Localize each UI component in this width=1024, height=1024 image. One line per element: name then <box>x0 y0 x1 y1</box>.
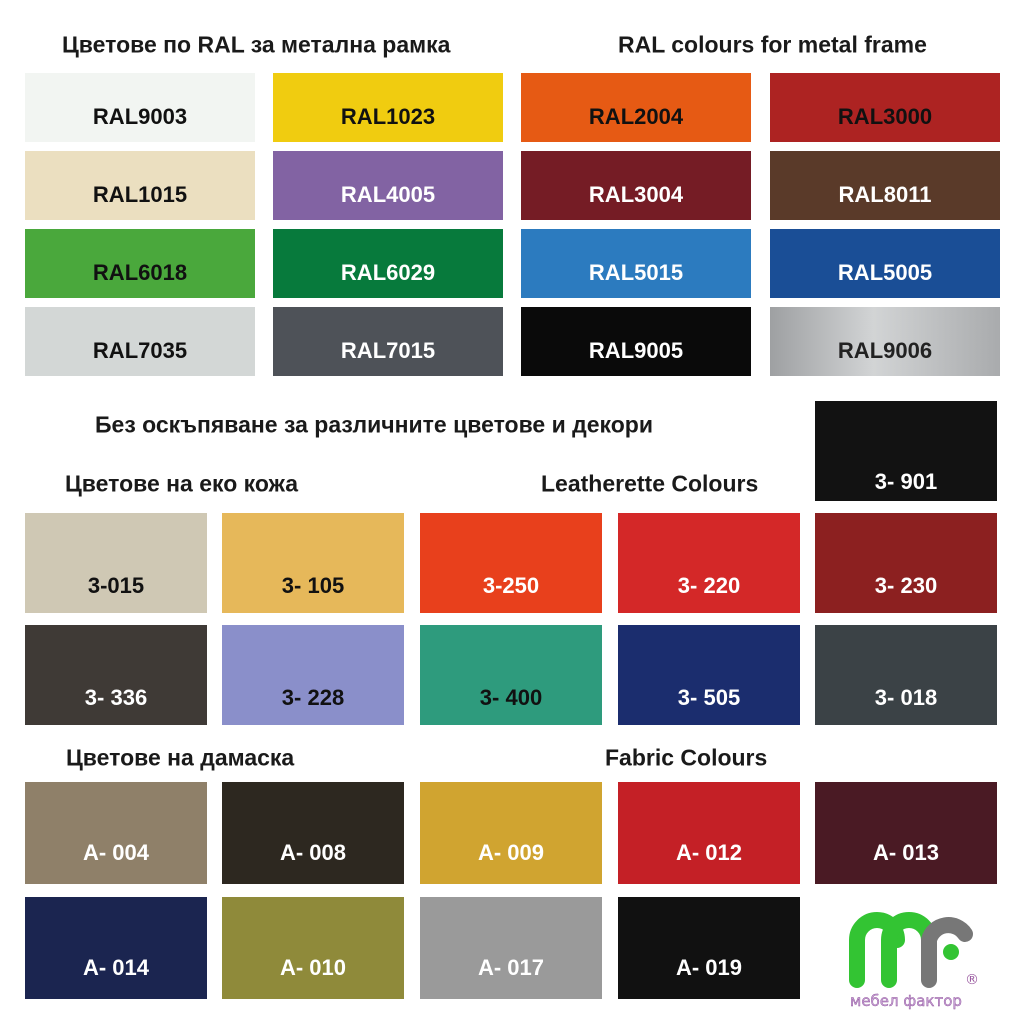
leatherette-swatch: 3- 336 <box>25 625 207 725</box>
leatherette-swatch: 3- 901 <box>815 401 997 501</box>
heading-leather-bg: Цветове на еко кожа <box>65 470 298 497</box>
logo-text: мебел фактор <box>850 992 962 1010</box>
swatch-label: RAL6029 <box>340 260 436 285</box>
heading-leather-en: Leatherette Colours <box>541 470 759 497</box>
swatch-label: RAL8011 <box>838 182 932 207</box>
ral-swatch: RAL9003 <box>25 73 255 142</box>
ral-swatch: RAL9006 <box>770 307 1000 376</box>
swatch-label: 3- 018 <box>874 685 938 710</box>
fabric-swatch: A- 004 <box>25 782 207 884</box>
swatch-label: 3- 230 <box>874 573 938 598</box>
leatherette-swatch: 3-250 <box>420 513 602 613</box>
ral-swatch: RAL6018 <box>25 229 255 298</box>
fabric-swatch: A- 014 <box>25 897 207 999</box>
swatch-label: A- 009 <box>477 840 545 865</box>
swatch-label: RAL2004 <box>588 104 684 129</box>
mebel-faktor-logo: ® мебел фактор <box>849 912 979 1010</box>
fabric-swatch: A- 019 <box>618 897 800 999</box>
swatch-label: A- 014 <box>82 955 150 980</box>
ral-swatch: RAL5005 <box>770 229 1000 298</box>
heading-ral-en: RAL colours for metal frame <box>618 31 927 58</box>
swatch-label: 3- 901 <box>874 469 938 494</box>
swatch-label: 3- 400 <box>479 685 543 710</box>
ral-swatch: RAL1023 <box>273 73 503 142</box>
swatch-label: 3- 220 <box>677 573 741 598</box>
leatherette-swatch: 3- 018 <box>815 625 997 725</box>
ral-swatch: RAL7035 <box>25 307 255 376</box>
leatherette-swatch: 3- 505 <box>618 625 800 725</box>
swatch-label: RAL1023 <box>340 104 436 129</box>
ral-swatch: RAL6029 <box>273 229 503 298</box>
ral-swatch: RAL8011 <box>770 151 1000 220</box>
swatch-label: RAL5005 <box>837 260 933 285</box>
swatch-label: A- 017 <box>477 955 545 980</box>
swatch-label: RAL9003 <box>92 104 188 129</box>
swatch-label: A- 019 <box>675 955 743 980</box>
fabric-swatch: A- 009 <box>420 782 602 884</box>
swatch-label: RAL6018 <box>92 260 188 285</box>
swatch-label: 3- 105 <box>281 573 345 598</box>
swatch-label: A- 010 <box>279 955 347 980</box>
ral-swatch: RAL9005 <box>521 307 751 376</box>
swatch-label: RAL9006 <box>837 338 933 363</box>
svg-text:®: ® <box>965 972 979 988</box>
fabric-swatch: A- 010 <box>222 897 404 999</box>
swatch-label: A- 012 <box>675 840 743 865</box>
swatch-label: RAL1015 <box>92 182 188 207</box>
swatch-label: A- 004 <box>82 840 150 865</box>
heading-fabric-bg: Цветове на дамаска <box>66 744 295 771</box>
swatch-label: RAL4005 <box>340 182 436 207</box>
swatch-label: 3-015 <box>87 573 145 598</box>
swatch-label: RAL3000 <box>837 104 933 129</box>
fabric-swatch: A- 008 <box>222 782 404 884</box>
fabric-swatch: A- 017 <box>420 897 602 999</box>
fabric-swatch: A- 012 <box>618 782 800 884</box>
heading-ral-bg: Цветове по RAL за метална рамка <box>62 31 451 58</box>
swatch-label: RAL9005 <box>588 338 684 363</box>
leatherette-swatch: 3- 230 <box>815 513 997 613</box>
swatch-label: A- 008 <box>279 840 347 865</box>
swatch-label: A- 013 <box>872 840 940 865</box>
fabric-swatch: A- 013 <box>815 782 997 884</box>
leatherette-swatch: 3- 105 <box>222 513 404 613</box>
ral-swatch: RAL1015 <box>25 151 255 220</box>
swatch-label: 3- 505 <box>677 685 741 710</box>
ral-swatch: RAL7015 <box>273 307 503 376</box>
swatch-label: 3- 336 <box>84 685 148 710</box>
swatch-label: RAL5015 <box>588 260 684 285</box>
ral-swatch: RAL3004 <box>521 151 751 220</box>
swatch-label: RAL3004 <box>588 182 684 207</box>
leatherette-swatch: 3- 228 <box>222 625 404 725</box>
swatch-label: RAL7015 <box>340 338 436 363</box>
heading-no-surcharge: Без оскъпяване за различните цветове и д… <box>95 411 653 438</box>
swatch-label: 3- 228 <box>281 685 345 710</box>
ral-swatch: RAL4005 <box>273 151 503 220</box>
ral-swatch: RAL2004 <box>521 73 751 142</box>
heading-fabric-en: Fabric Colours <box>605 744 768 771</box>
ral-swatch: RAL5015 <box>521 229 751 298</box>
swatch-label: RAL7035 <box>92 338 188 363</box>
leatherette-swatch: 3- 220 <box>618 513 800 613</box>
leatherette-swatch: 3-015 <box>25 513 207 613</box>
ral-swatch: RAL3000 <box>770 73 1000 142</box>
leatherette-swatch: 3- 400 <box>420 625 602 725</box>
swatch-label: 3-250 <box>482 573 540 598</box>
